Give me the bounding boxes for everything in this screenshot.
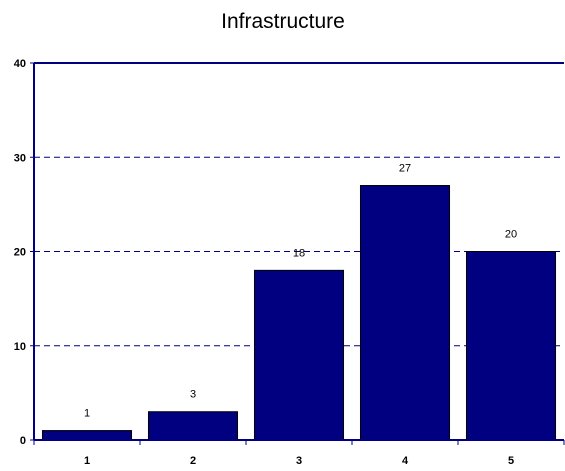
bar-1 [41, 430, 133, 441]
data-label-4: 27 [399, 163, 411, 175]
bar-2 [147, 411, 239, 441]
x-tick-label-2: 2 [190, 455, 196, 467]
y-tick-label-30: 30 [14, 152, 26, 164]
bar-5 [465, 251, 557, 441]
bars [41, 185, 557, 441]
chart-title: Infrastructure [221, 10, 345, 33]
labels: 1 1 3 2 18 3 27 4 20 5 0 10 20 30 40 [14, 58, 517, 467]
data-label-2: 3 [190, 389, 196, 401]
data-label-5: 20 [505, 229, 517, 241]
bar-4 [359, 185, 451, 441]
bar-3 [253, 269, 345, 441]
y-tick-label-0: 0 [20, 435, 26, 447]
data-label-3: 18 [293, 247, 305, 259]
y-tick-label-20: 20 [14, 247, 26, 259]
axes [30, 62, 565, 445]
x-tick-label-3: 3 [296, 455, 302, 467]
y-tick-label-10: 10 [14, 341, 26, 353]
data-label-1: 1 [84, 408, 90, 420]
y-tick-label-40: 40 [14, 58, 26, 70]
x-tick-label-1: 1 [84, 455, 90, 467]
x-tick-label-4: 4 [402, 455, 409, 467]
x-tick-label-5: 5 [508, 455, 514, 467]
